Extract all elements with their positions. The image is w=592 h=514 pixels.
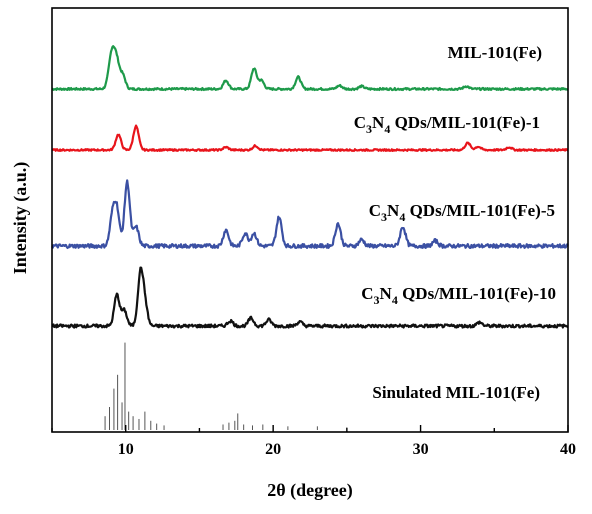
- x-axis-ticks: 10 20 30 40: [51, 425, 576, 458]
- x-tick-label: 10: [118, 441, 134, 458]
- label-sub-3: 3: [374, 293, 380, 307]
- label-rest: QDs/MIL-101(Fe)-10: [398, 284, 556, 303]
- label-c: C: [369, 201, 381, 220]
- label-sub-4: 4: [399, 210, 405, 224]
- label-sub-3: 3: [381, 210, 387, 224]
- series-line-1: [51, 124, 569, 152]
- x-tick-label: 40: [560, 441, 576, 458]
- plot-area: [51, 45, 569, 430]
- series-line-0: [51, 45, 569, 92]
- label-n: N: [380, 284, 393, 303]
- label-n: N: [387, 201, 400, 220]
- plot-frame: [51, 7, 569, 433]
- series-line-3: [51, 266, 569, 329]
- series-label-mil-101-fe: MIL-101(Fe): [448, 43, 542, 62]
- label-sub-4: 4: [392, 293, 398, 307]
- x-tick-label: 30: [413, 441, 429, 458]
- series-simulated-sticks: [104, 342, 348, 430]
- series-label-c3n4-mil-5: C3N4 QDs/MIL-101(Fe)-5: [369, 201, 555, 224]
- series-label-c3n4-mil-1: C3N4 QDs/MIL-101(Fe)-1: [354, 113, 540, 136]
- series-line-2: [51, 179, 569, 250]
- label-rest: QDs/MIL-101(Fe)-1: [390, 113, 540, 132]
- series-label-c3n4-mil-10: C3N4 QDs/MIL-101(Fe)-10: [361, 284, 556, 307]
- x-axis-title: 2θ (degree): [267, 480, 353, 501]
- series-label-simulated: Sinulated MIL-101(Fe): [372, 383, 540, 402]
- x-tick-label: 20: [265, 441, 281, 458]
- label-n: N: [372, 113, 385, 132]
- y-axis-title: Intensity (a.u.): [10, 162, 31, 275]
- label-sub-4: 4: [384, 122, 390, 136]
- label-c: C: [354, 113, 366, 132]
- label-rest: QDs/MIL-101(Fe)-5: [405, 201, 555, 220]
- label-c: C: [361, 284, 373, 303]
- label-sub-3: 3: [366, 122, 372, 136]
